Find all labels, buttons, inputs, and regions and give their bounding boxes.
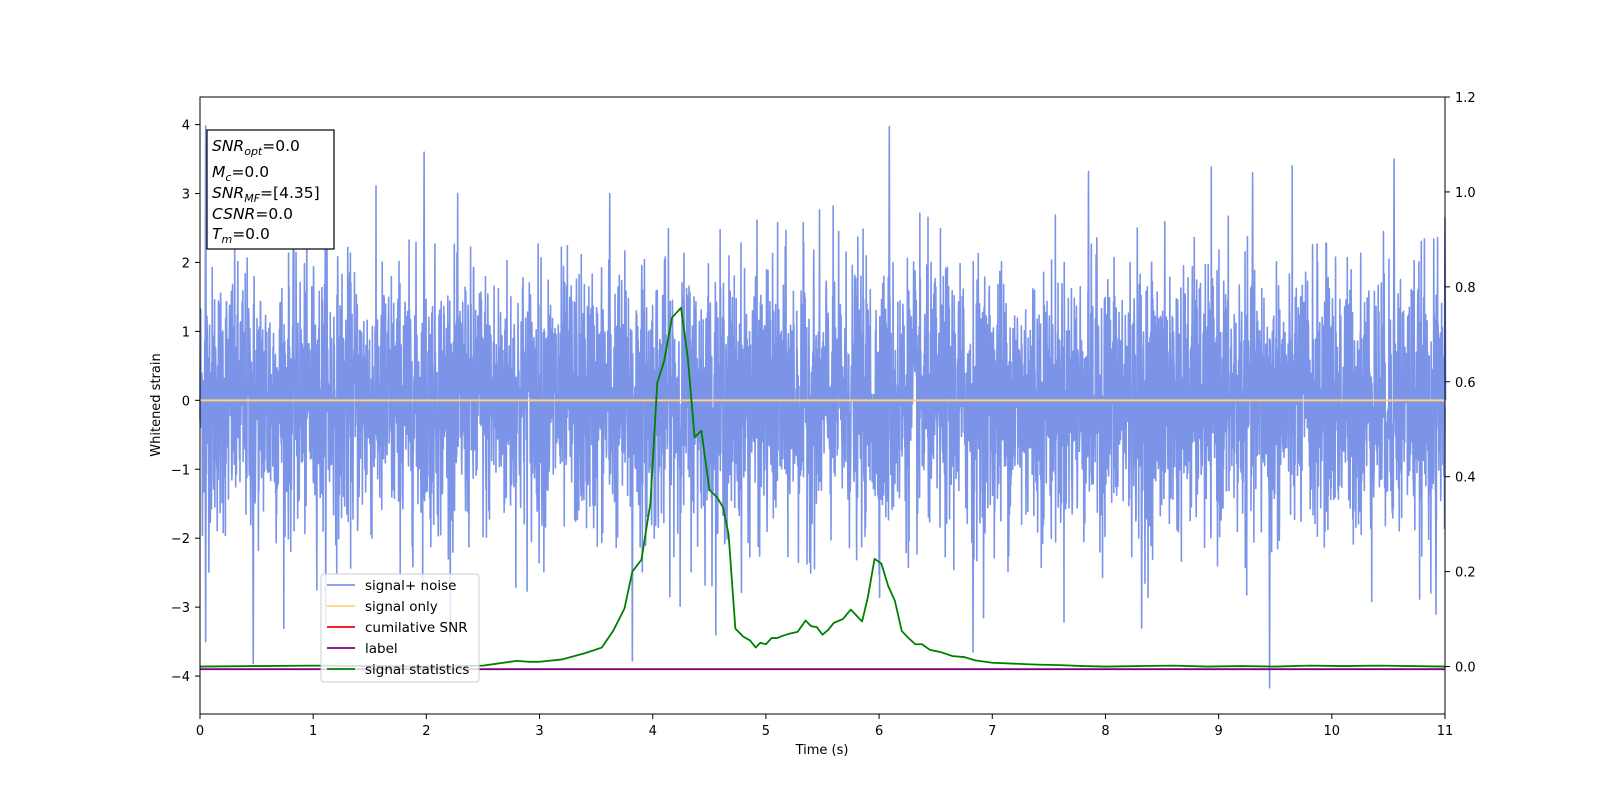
legend-label: signal+ noise [365,578,456,594]
info-box-line: SNRopt=0.0 [212,137,300,158]
y-right-tick-label: 0.2 [1455,566,1476,581]
y-right-tick-label: 1.2 [1455,91,1476,106]
y-axis-right: 0.0 0.2 0.4 0.6 0.8 1.0 1.2 [1445,91,1476,676]
y-left-tick-label: −1 [171,463,190,478]
info-box-frame [206,129,335,250]
y-right-tick-label: 0.0 [1455,661,1476,676]
legend: signal+ noise signal only cumilative SNR la… [320,573,480,683]
legend-label: signal only [365,599,438,615]
y-right-tick-label: 1.0 [1455,186,1476,201]
info-box-line: SNRMF=[4.35] [212,184,320,205]
y-axis-left: −4 −3 −2 −1 0 1 2 3 4 [171,119,200,685]
y-left-tick-label: −3 [171,601,190,616]
y-left-tick-label: 0 [182,394,190,409]
x-tick-label: 2 [422,724,430,739]
info-box-line: Mc=0.0 [212,163,269,184]
y-left-tick-label: 3 [182,188,190,203]
series-signal-statistics [199,306,1446,668]
x-tick-label: 0 [196,724,204,739]
x-tick-label: 3 [535,724,543,739]
x-tick-label: 8 [1101,724,1109,739]
y-left-tick-label: 1 [182,325,190,340]
x-tick-label: 11 [1437,724,1454,739]
y-left-tick-label: −2 [171,532,190,547]
legend-frame [320,573,480,683]
info-box-line: Tm=0.0 [212,225,270,246]
x-axis: 0 1 2 3 4 5 6 7 8 9 10 11 [196,714,1453,739]
legend-label: signal statistics [365,662,469,678]
y-axis-label: Whitened strain [149,353,164,456]
x-tick-label: 5 [762,724,770,739]
axes-frame [199,96,1446,715]
y-left-tick-label: 2 [182,256,190,271]
x-tick-label: 9 [1214,724,1222,739]
legend-label: label [365,641,398,657]
legend-label: cumilative SNR [365,620,468,636]
plot-area [199,125,1447,689]
x-tick-label: 7 [988,724,996,739]
x-tick-label: 1 [309,724,317,739]
x-tick-label: 10 [1324,724,1341,739]
y-right-tick-label: 0.4 [1455,471,1476,486]
y-right-tick-label: 0.8 [1455,281,1476,296]
x-axis-label: Time (s) [795,743,849,758]
x-tick-label: 4 [649,724,657,739]
info-box-line: CSNR=0.0 [212,205,293,223]
y-right-tick-label: 0.6 [1455,376,1476,391]
x-tick-label: 6 [875,724,883,739]
y-left-tick-label: −4 [171,670,190,685]
y-left-tick-label: 4 [182,119,190,134]
